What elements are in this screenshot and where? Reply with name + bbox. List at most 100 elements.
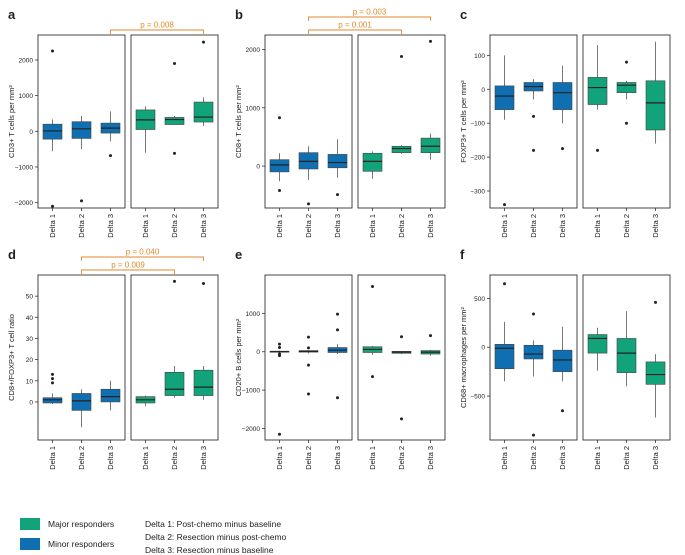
x-tick-label: Delta 3	[426, 214, 435, 238]
y-tick-label: −2000	[15, 200, 34, 207]
outlier-point	[307, 335, 310, 339]
y-tick-label: −100	[470, 121, 485, 128]
y-tick-label: 100	[474, 53, 485, 60]
outlier-point	[336, 312, 339, 316]
x-tick-label: Delta 3	[558, 214, 567, 238]
x-tick-label: Delta 3	[651, 214, 660, 238]
significance-bracket	[110, 29, 204, 34]
legend-delta-1: Delta 1: Post-chemo minus baseline	[145, 519, 282, 529]
outlier-point	[429, 39, 432, 43]
x-tick-label: Delta 1	[593, 446, 602, 470]
legend-major-swatch	[20, 518, 40, 530]
outlier-point	[532, 148, 535, 152]
legend-major: Major responders	[20, 518, 114, 530]
outlier-point	[173, 279, 176, 283]
x-tick-label: Delta 2	[529, 446, 538, 470]
y-tick-label: −1000	[242, 388, 261, 395]
outlier-point	[400, 55, 403, 59]
x-tick-label: Delta 2	[77, 446, 86, 470]
panel-letter: b	[235, 7, 243, 22]
outlier-point	[202, 40, 205, 44]
x-tick-label: Delta 1	[275, 446, 284, 470]
y-tick-label: 0	[29, 399, 33, 406]
y-tick-label: 50	[26, 294, 34, 301]
x-tick-label: Delta 3	[106, 446, 115, 470]
y-tick-label: −200	[470, 155, 485, 162]
y-tick-label: 500	[474, 296, 485, 303]
box-delta-1	[587, 77, 608, 105]
y-axis-label: CD20+ B cells per mm²	[234, 318, 243, 396]
y-tick-label: 40	[26, 315, 34, 322]
box-delta-3	[100, 388, 121, 403]
y-axis-label: CD8+/FOXP3+ T cell ratio	[7, 314, 16, 401]
y-tick-label: −2000	[242, 426, 261, 433]
box-delta-3	[193, 101, 214, 123]
panel-d: d 0 10 20 30 40 50 CD8+/FOXP3+ T cell ratio Delt…	[7, 247, 219, 470]
outlier-point	[202, 281, 205, 285]
outlier-point	[278, 342, 281, 346]
legend: Major responders Minor responders Delta …	[20, 514, 660, 555]
outlier-point	[109, 154, 112, 158]
y-tick-label: 0	[256, 164, 260, 171]
x-tick-label: Delta 3	[199, 446, 208, 470]
panel-c: c −300 −200 −100 0 100 FOXP3+ T cells per mm² D…	[459, 7, 671, 238]
outlier-point	[532, 433, 535, 437]
outlier-point	[654, 300, 657, 304]
box-delta-2	[164, 372, 185, 396]
y-tick-label: 2000	[19, 57, 34, 64]
outlier-point	[503, 282, 506, 286]
outlier-point	[51, 381, 54, 385]
box-delta-3	[327, 154, 348, 169]
panel-letter: a	[8, 7, 16, 22]
y-axis-label: CD8+ T cells per mm²	[234, 85, 243, 158]
x-tick-label: Delta 3	[333, 446, 342, 470]
outlier-point	[371, 375, 374, 379]
outlier-point	[278, 346, 281, 350]
outlier-point	[400, 417, 403, 421]
x-tick-label: Delta 2	[397, 446, 406, 470]
p-value-label: p = 0.008	[140, 21, 174, 30]
outlier-point	[307, 346, 310, 350]
y-tick-label: 0	[256, 349, 260, 356]
x-tick-label: Delta 3	[106, 214, 115, 238]
box-delta-1	[42, 123, 63, 140]
x-tick-label: Delta 3	[558, 446, 567, 470]
panel-a: a −2000 −1000 0 1000 2000 CD3+ T cells per mm²…	[7, 7, 219, 238]
box-delta-3	[420, 137, 441, 153]
box-delta-2	[391, 145, 412, 153]
panel-letter: f	[460, 247, 465, 262]
box-delta-1	[494, 85, 515, 110]
x-tick-label: Delta 2	[304, 214, 313, 238]
panel-letter: d	[8, 247, 16, 262]
outlier-point	[80, 199, 83, 203]
x-tick-label: Delta 1	[368, 446, 377, 470]
subpanel-frame	[357, 274, 446, 441]
legend-minor-swatch	[20, 538, 40, 550]
outlier-point	[503, 203, 506, 207]
x-tick-label: Delta 1	[593, 214, 602, 238]
subpanel-frame	[264, 34, 353, 209]
panel-letter: c	[460, 7, 467, 22]
y-tick-label: 1000	[246, 105, 261, 112]
y-tick-label: 1000	[246, 311, 261, 318]
panel-f: f −500 0 500 CD68+ macrophages per mm² Delta …	[459, 247, 671, 470]
legend-major-label: Major responders	[48, 519, 115, 529]
legend-minor-label: Minor responders	[48, 539, 115, 549]
y-tick-label: 0	[481, 345, 485, 352]
legend-minor: Minor responders	[20, 538, 114, 550]
box-delta-2	[616, 338, 637, 373]
outlier-point	[561, 409, 564, 413]
p-value-label: p = 0.003	[353, 8, 387, 17]
outlier-point	[51, 372, 54, 376]
box-delta-1	[269, 159, 290, 173]
outlier-point	[307, 202, 310, 206]
outlier-point	[625, 60, 628, 64]
x-tick-label: Delta 1	[500, 446, 509, 470]
outlier-point	[307, 392, 310, 396]
outlier-point	[307, 363, 310, 367]
subpanel-frame	[130, 274, 219, 441]
outlier-point	[51, 377, 54, 381]
x-tick-label: Delta 2	[77, 214, 86, 238]
outlier-point	[278, 432, 281, 436]
